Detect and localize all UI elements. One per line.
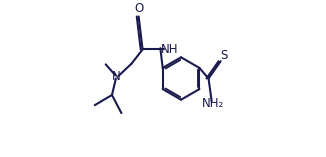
Text: NH₂: NH₂ [202,97,224,110]
Text: NH: NH [161,43,179,56]
Text: S: S [220,49,228,62]
Text: O: O [134,3,143,15]
Text: N: N [112,70,121,83]
